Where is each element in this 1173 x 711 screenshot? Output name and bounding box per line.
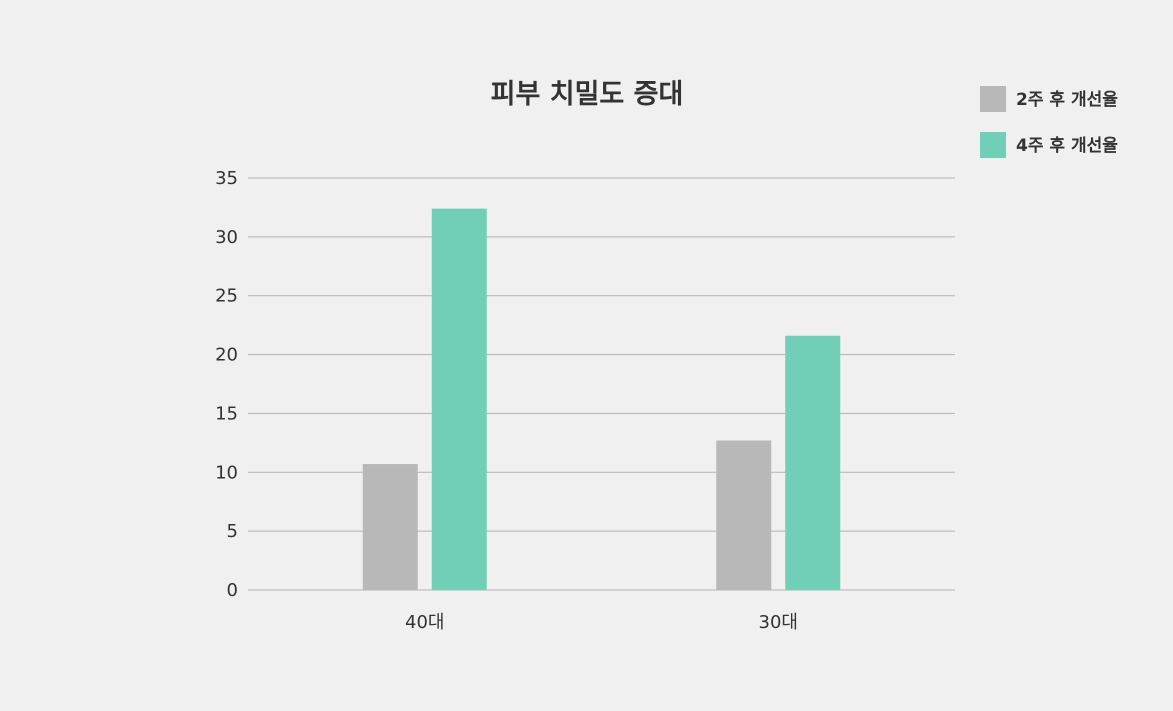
y-tick-label: 5 [227,521,238,542]
legend-swatch [980,86,1006,112]
bars [362,208,841,590]
x-category-label: 30대 [759,612,798,633]
y-tick-label: 0 [227,580,238,601]
x-axis-category-labels: 40대 30대 [405,612,798,633]
legend-label: 2주 후 개선율 [1016,89,1118,110]
y-tick-label: 15 [215,403,238,424]
y-tick-label: 20 [215,345,238,366]
legend-label: 4주 후 개선율 [1016,135,1118,156]
bar-2-1 [431,208,487,590]
gridlines [248,177,955,591]
y-axis-tick-labels: 0 5 10 15 20 25 30 35 [215,168,238,601]
bar-1-2 [716,440,772,590]
y-tick-label: 30 [215,227,238,248]
x-category-label: 40대 [405,612,444,633]
bar-2-2 [785,335,841,590]
legend: 2주 후 개선율 4주 후 개선율 [980,86,1118,158]
y-tick-label: 35 [215,168,238,189]
y-tick-label: 25 [215,286,238,307]
y-tick-label: 10 [215,462,238,483]
legend-swatch [980,132,1006,158]
bar-1-1 [362,464,418,590]
chart-title: 피부 치밀도 증대 [491,79,684,110]
